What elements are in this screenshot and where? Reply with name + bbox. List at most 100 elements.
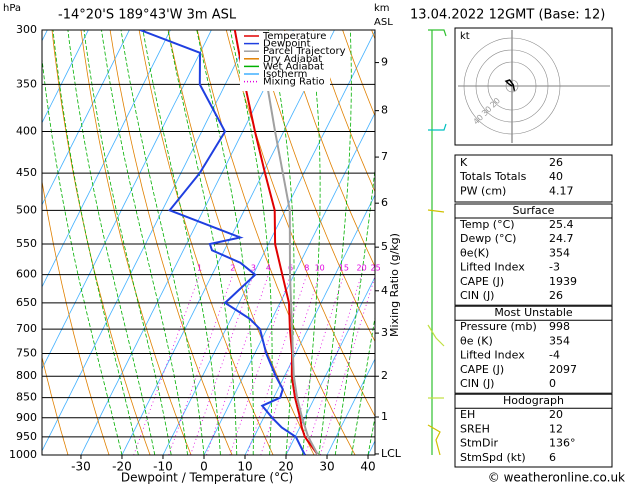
isotherm bbox=[121, 30, 335, 455]
table-label: SREH bbox=[460, 422, 490, 435]
y-tick-label: 650 bbox=[16, 296, 37, 309]
mixing-ratio-label: 8 bbox=[304, 264, 309, 273]
table-value: 354 bbox=[549, 334, 570, 347]
y2-label: Mixing Ratio (g/kg) bbox=[388, 233, 401, 337]
dry-adiabat bbox=[575, 30, 629, 455]
wet-adiabat bbox=[142, 30, 221, 455]
hodo-ring bbox=[505, 79, 519, 93]
mixing-ratio-line bbox=[190, 274, 254, 455]
isotherm bbox=[42, 30, 130, 206]
wind-barb bbox=[427, 209, 445, 213]
table-value: 354 bbox=[549, 246, 570, 259]
y-tick-label: 600 bbox=[16, 268, 37, 281]
table-value: -4 bbox=[549, 349, 560, 362]
hodo-ring bbox=[475, 49, 549, 123]
y-tick-label: 1000 bbox=[9, 448, 37, 461]
wet-adiabat bbox=[120, 30, 205, 455]
footer: © weatheronline.co.uk bbox=[488, 471, 625, 485]
table-value: 0 bbox=[549, 377, 556, 390]
legend-box bbox=[240, 31, 330, 91]
y-tick-label: 400 bbox=[16, 125, 37, 138]
mixing-ratio-line bbox=[206, 274, 269, 455]
wet-adiabat bbox=[351, 315, 375, 455]
table-box bbox=[454, 305, 613, 394]
legend-label: Mixing Ratio bbox=[263, 77, 325, 88]
wind-barb bbox=[428, 123, 447, 131]
y-tick-label: 500 bbox=[16, 203, 37, 216]
table-label: Temp (°C) bbox=[459, 218, 515, 231]
y-tick-label: 950 bbox=[16, 430, 37, 443]
hodo-ring bbox=[463, 37, 561, 135]
wet-adiabat bbox=[318, 30, 352, 455]
height-tick-label: 5 bbox=[381, 240, 388, 253]
isotherm bbox=[42, 30, 171, 288]
table-box bbox=[454, 203, 613, 306]
isotherm bbox=[0, 30, 6, 455]
dry-adiabat bbox=[604, 30, 629, 455]
isotherm bbox=[80, 30, 294, 455]
table-label: CIN (J) bbox=[460, 377, 494, 390]
x-label: Dewpoint / Temperature (°C) bbox=[121, 471, 293, 485]
wind-barb bbox=[428, 29, 447, 37]
hodograph-unit: kt bbox=[460, 31, 470, 42]
y-tick-label: 300 bbox=[16, 23, 37, 36]
x-tick-label: 40 bbox=[360, 460, 375, 474]
x-tick-label: -30 bbox=[71, 460, 91, 474]
x-tick-label: -20 bbox=[112, 460, 132, 474]
wind-barb bbox=[427, 324, 445, 347]
table-section-title: Hodograph bbox=[503, 394, 564, 407]
height-tick-label: 9 bbox=[381, 56, 388, 69]
mixing-ratio-line bbox=[305, 274, 362, 455]
table-label: PW (cm) bbox=[460, 184, 506, 197]
wet-adiabat bbox=[229, 30, 273, 455]
mixing-ratio-label: 15 bbox=[339, 264, 349, 273]
y-tick-label: 850 bbox=[16, 391, 37, 404]
table-value: 998 bbox=[549, 320, 570, 333]
height-label: km bbox=[374, 3, 390, 14]
height-tick-label: 3 bbox=[381, 326, 388, 339]
table-value: 26 bbox=[549, 156, 563, 169]
wet-adiabat bbox=[167, 30, 238, 455]
mixing-ratio-label: 10 bbox=[315, 264, 325, 273]
table-label: Totals Totals bbox=[459, 170, 527, 183]
table-value: 4.17 bbox=[549, 184, 574, 197]
dry-adiabat bbox=[225, 30, 375, 418]
table-value: -3 bbox=[549, 261, 560, 274]
table-label: K bbox=[460, 156, 468, 169]
table-section-title: Surface bbox=[513, 204, 555, 217]
dry-adiabat bbox=[42, 355, 69, 455]
wet-adiabat bbox=[52, 30, 139, 455]
table-label: Lifted Index bbox=[460, 349, 525, 362]
height-label: ASL bbox=[374, 17, 393, 28]
y-tick-label: 750 bbox=[16, 346, 37, 359]
wet-adiabat bbox=[101, 30, 188, 455]
mixing-ratio-label: 1 bbox=[197, 264, 202, 273]
isotherm bbox=[326, 358, 375, 455]
mixing-ratio-label: 3 bbox=[251, 264, 256, 273]
x-tick-label: 20 bbox=[278, 460, 293, 474]
profile-line bbox=[256, 30, 319, 455]
y-tick-label: 550 bbox=[16, 237, 37, 250]
table-value: 26 bbox=[549, 289, 563, 302]
table-box bbox=[454, 154, 613, 203]
y-tick-label: 900 bbox=[16, 411, 37, 424]
height-tick-label: 7 bbox=[381, 150, 388, 163]
y-label: hPa bbox=[3, 3, 21, 14]
table-box bbox=[454, 393, 613, 468]
mixing-ratio-line bbox=[286, 274, 345, 455]
wind-barb bbox=[427, 424, 441, 456]
plot-frame bbox=[41, 29, 376, 456]
hodo-ring-label: 20 bbox=[488, 96, 502, 110]
y-tick-label: 450 bbox=[16, 166, 37, 179]
table-label: StmSpd (kt) bbox=[460, 451, 526, 464]
x-tick-label: 10 bbox=[237, 460, 252, 474]
wet-adiabat bbox=[42, 55, 123, 455]
hodograph-frame bbox=[454, 27, 613, 146]
table-section-title: Most Unstable bbox=[494, 306, 573, 319]
x-tick-label: -10 bbox=[153, 460, 173, 474]
mixing-ratio-line bbox=[133, 274, 200, 455]
x-tick-label: 30 bbox=[319, 460, 334, 474]
mixing-ratio-label: 25 bbox=[371, 264, 381, 273]
legend-label: Dry Adiabat bbox=[263, 54, 322, 65]
